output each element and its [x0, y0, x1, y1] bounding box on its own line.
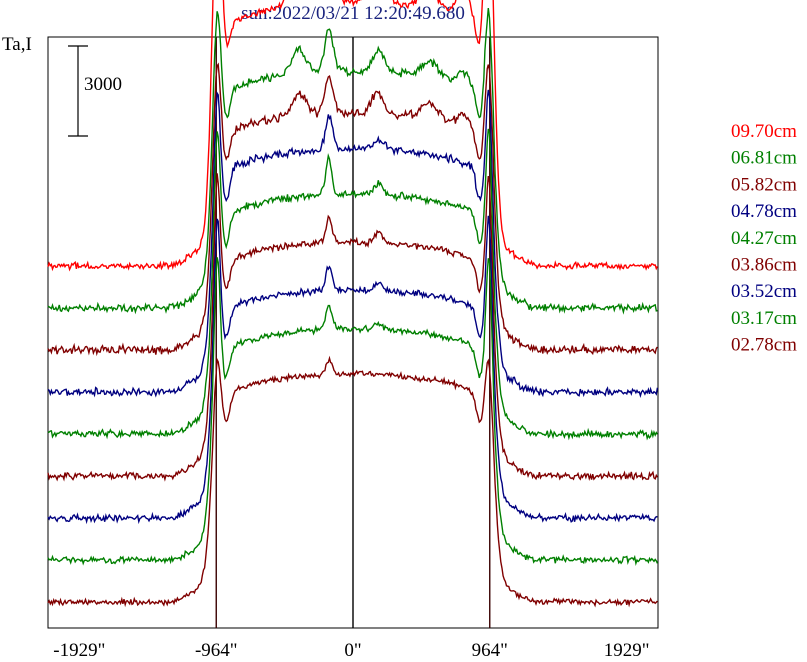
trace-02-78cm	[47, 355, 658, 608]
legend-entry: 05.82cm	[731, 174, 797, 195]
x-tick-label: -1929"	[53, 640, 105, 661]
legend: 09.70cm 06.81cm 05.82cm 04.78cm 04.27cm 03.86…	[731, 121, 797, 356]
trace-04-78cm	[47, 89, 659, 398]
traces	[47, 0, 659, 608]
legend-entry: 06.81cm	[731, 148, 797, 169]
chart-title: sun:2022/03/21 12:20:49.680	[241, 3, 465, 24]
trace-05-82cm	[47, 62, 658, 357]
scale-bar: 3000	[68, 45, 122, 137]
legend-entry: 04.78cm	[731, 201, 797, 222]
legend-entry: 03.52cm	[731, 281, 797, 302]
x-tick-label: 1929"	[604, 640, 650, 661]
legend-entry: 04.27cm	[731, 228, 797, 249]
trace-03-86cm	[47, 173, 658, 482]
legend-entry: 02.78cm	[731, 335, 797, 356]
reference-lines	[215, 37, 491, 628]
legend-entry: 03.17cm	[731, 308, 797, 329]
trace-04-27cm	[47, 128, 658, 441]
scale-bar-label: 3000	[84, 74, 122, 95]
x-tick-label: -964"	[195, 640, 238, 661]
x-tick-labels: -1929" -964" 0" 964" 1929"	[53, 640, 649, 661]
x-tick-label: 0"	[344, 640, 361, 661]
y-axis-label: Ta,I	[2, 34, 32, 55]
trace-03-52cm	[47, 215, 658, 525]
trace-06-81cm	[47, 8, 658, 315]
trace-09-70cm	[47, 0, 659, 272]
x-tick-label: 964"	[472, 640, 508, 661]
trace-03-17cm	[47, 257, 659, 566]
legend-entry: 09.70cm	[731, 121, 797, 142]
legend-entry: 03.86cm	[731, 255, 797, 276]
